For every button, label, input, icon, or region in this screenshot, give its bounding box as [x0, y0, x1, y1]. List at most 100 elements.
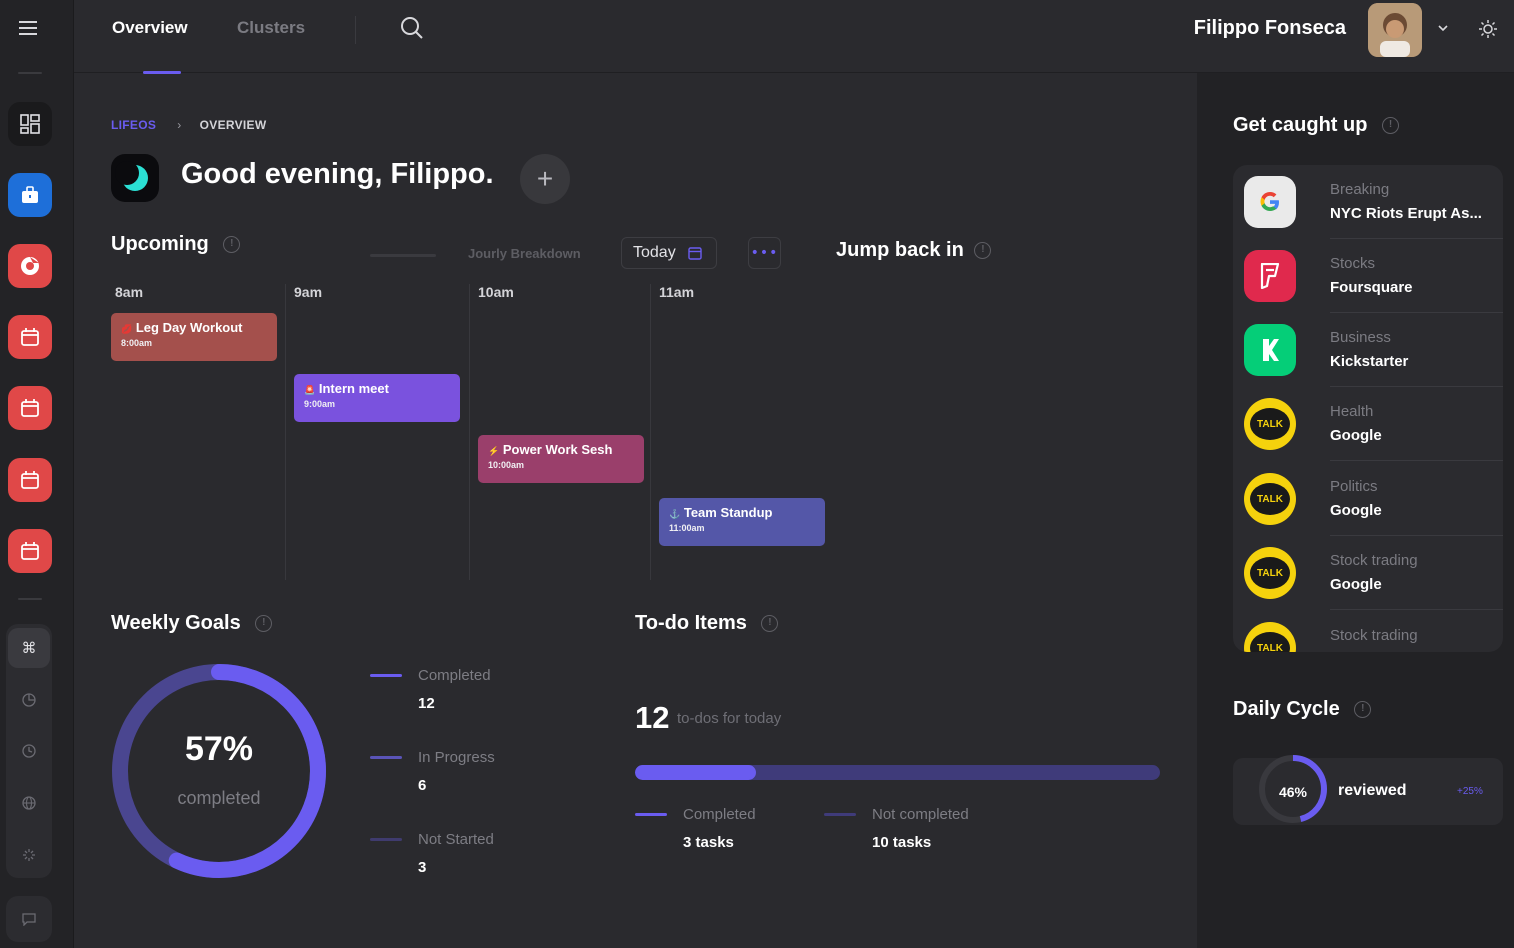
nav-divider — [355, 16, 356, 44]
talk-logo-icon: TALK — [1244, 473, 1296, 525]
info-icon[interactable]: ! — [761, 615, 779, 633]
news-category: Breaking — [1330, 181, 1390, 198]
event-time: 9:00am — [304, 399, 336, 409]
event-icon: ⚓ — [669, 509, 681, 519]
tab-overview[interactable]: Overview — [112, 18, 188, 37]
news-item[interactable]: Stocks Foursquare — [1233, 239, 1503, 313]
info-icon[interactable]: ! — [223, 236, 241, 254]
moon-icon — [111, 154, 159, 202]
hamburger-menu-icon[interactable] — [19, 20, 39, 36]
news-item[interactable]: Business Kickstarter — [1233, 313, 1503, 387]
event-time: 10:00am — [488, 460, 525, 470]
news-title: Google — [1330, 427, 1382, 444]
legend-value: 12 — [418, 695, 435, 712]
weekly-goals-title: Weekly Goals ! — [111, 612, 273, 635]
event-leg-day-workout[interactable]: 💋 Leg Day Workout 8:00am — [111, 313, 277, 361]
news-category: Stock trading — [1330, 627, 1418, 644]
legend-label: In Progress — [418, 749, 495, 766]
sidebar-work-button[interactable] — [8, 173, 52, 217]
news-item[interactable]: Breaking NYC Riots Erupt As... — [1233, 165, 1503, 239]
lifebuoy-icon — [21, 257, 39, 275]
pie-chart-icon[interactable] — [20, 691, 38, 709]
sidebar: ⌘ — [0, 0, 74, 948]
loader-icon[interactable] — [20, 846, 38, 864]
chevron-down-icon[interactable] — [1438, 24, 1448, 35]
info-icon[interactable]: ! — [1382, 117, 1400, 135]
legend-swatch-not-started — [370, 838, 402, 841]
event-team-standup[interactable]: ⚓ Team Standup 11:00am — [659, 498, 825, 546]
cycle-delta: +25% — [1457, 786, 1483, 797]
add-button[interactable]: + — [520, 154, 570, 204]
talk-logo-icon: TALK — [1244, 398, 1296, 450]
calendar-icon — [21, 399, 39, 417]
cycle-label: reviewed — [1338, 782, 1407, 799]
dashboard-icon — [20, 114, 40, 134]
news-title: Foursquare — [1330, 279, 1413, 296]
news-item[interactable]: TALK Stock trading Google — [1233, 536, 1503, 610]
search-icon[interactable] — [400, 16, 424, 44]
globe-icon[interactable] — [20, 794, 38, 812]
talk-logo-icon: TALK — [1244, 622, 1296, 652]
event-time: 8:00am — [121, 338, 153, 348]
user-name[interactable]: Filippo Fonseca — [1193, 17, 1346, 39]
jump-back-in-title: Jump back in ! — [836, 239, 992, 262]
news-separator — [1330, 238, 1503, 239]
calendar-icon — [21, 328, 39, 346]
clock-icon[interactable] — [20, 742, 38, 760]
news-item[interactable]: TALK Stock trading — [1233, 611, 1503, 652]
legend-value: 10 tasks — [872, 834, 932, 851]
chat-icon — [22, 913, 36, 926]
event-intern-meet[interactable]: 🚨 Intern meet 9:00am — [294, 374, 460, 422]
info-icon[interactable]: ! — [255, 615, 273, 633]
goals-caption: completed — [177, 788, 261, 808]
tab-clusters[interactable]: Clusters — [237, 18, 306, 37]
legend-label: Not Started — [418, 831, 494, 848]
today-button[interactable]: Today — [621, 237, 717, 269]
news-list: Breaking NYC Riots Erupt As... Stocks Fo… — [1233, 165, 1503, 652]
news-item[interactable]: TALK Health Google — [1233, 387, 1503, 461]
donut-progress — [112, 664, 326, 878]
daily-cycle-card[interactable]: 46% reviewed +25% — [1233, 755, 1503, 825]
info-icon[interactable]: ! — [974, 242, 992, 260]
sidebar-tools-tray: ⌘ — [6, 624, 52, 878]
hour-label-11am: 11am — [659, 284, 695, 300]
sidebar-divider — [18, 598, 42, 600]
news-category: Politics — [1330, 478, 1378, 495]
legend-swatch-not-completed — [824, 813, 856, 816]
chat-button[interactable] — [6, 896, 52, 942]
news-separator — [1330, 386, 1503, 387]
briefcase-icon — [22, 186, 38, 203]
upcoming-title-text: Upcoming — [111, 233, 209, 255]
news-item[interactable]: TALK Politics Google — [1233, 462, 1503, 536]
avatar[interactable] — [1368, 3, 1422, 57]
event-icon: ⚡ — [488, 446, 500, 456]
sidebar-calendar-button-2[interactable] — [8, 386, 52, 430]
weekly-goals-text: Weekly Goals — [111, 612, 241, 634]
legend-value: 3 — [418, 859, 427, 876]
event-power-work-sesh[interactable]: ⚡ Power Work Sesh 10:00am — [478, 435, 644, 483]
sun-icon[interactable] — [1479, 20, 1497, 42]
news-title: Google — [1330, 576, 1382, 593]
sidebar-health-button[interactable] — [8, 244, 52, 288]
command-button[interactable]: ⌘ — [8, 628, 50, 668]
breadcrumb-root[interactable]: LIFEOS — [111, 118, 157, 132]
today-label: Today — [633, 244, 676, 261]
jump-back-in-text: Jump back in — [836, 239, 964, 261]
event-title: Leg Day Workout — [135, 320, 243, 335]
hour-label-8am: 8am — [115, 284, 144, 300]
caught-up-title: Get caught up ! — [1233, 114, 1400, 137]
news-title: NYC Riots Erupt As... — [1330, 205, 1482, 222]
info-icon[interactable]: ! — [1354, 701, 1372, 719]
sidebar-dashboard-button[interactable] — [8, 102, 52, 146]
sidebar-calendar-button-3[interactable] — [8, 458, 52, 502]
more-options-button[interactable]: ••• — [748, 237, 781, 269]
more-icon: ••• — [750, 245, 779, 261]
sidebar-calendar-button-4[interactable] — [8, 529, 52, 573]
breadcrumb-current: OVERVIEW — [199, 118, 267, 132]
sidebar-calendar-button-1[interactable] — [8, 315, 52, 359]
event-title: Power Work Sesh — [502, 442, 613, 457]
talk-text: TALK — [1250, 557, 1290, 589]
talk-text: TALK — [1250, 632, 1290, 652]
active-tab-indicator — [143, 71, 181, 74]
event-title: Team Standup — [683, 505, 773, 520]
